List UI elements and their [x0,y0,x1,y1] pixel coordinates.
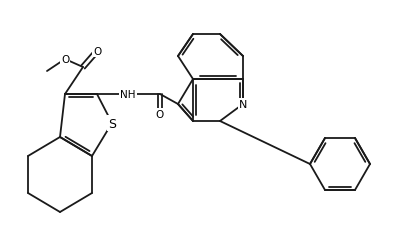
Text: NH: NH [120,90,136,100]
Text: S: S [108,117,116,130]
Text: O: O [156,109,164,120]
Text: N: N [239,100,247,109]
Text: O: O [93,47,101,57]
Text: O: O [61,55,69,65]
